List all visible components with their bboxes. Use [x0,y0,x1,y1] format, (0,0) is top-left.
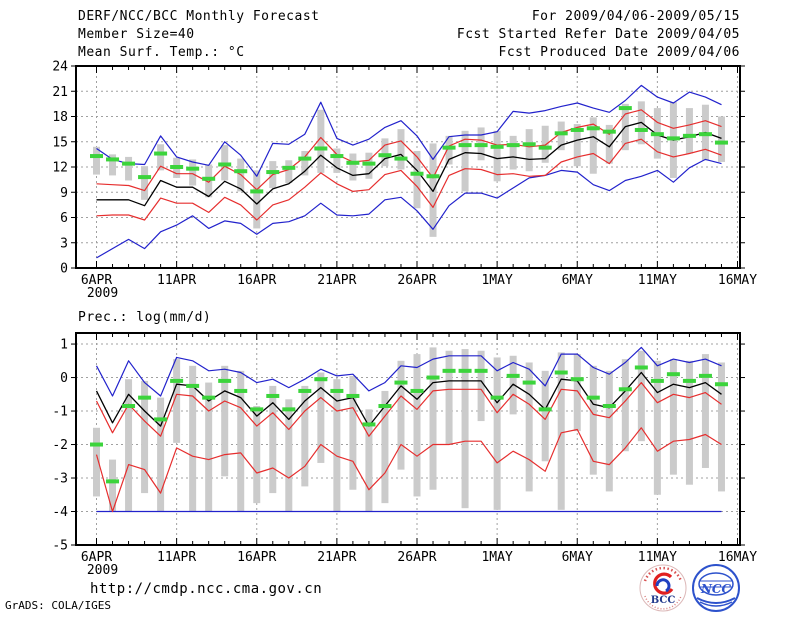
svg-text:16MAY: 16MAY [718,550,757,565]
svg-text:6MAY: 6MAY [562,550,593,565]
svg-text:-2: -2 [52,438,68,453]
y-axis-labels: 1 0 -1 -2 -3 -4 -5 [52,338,68,554]
precipitation-chart: 1 0 -1 -2 -3 -4 -5 6APR 11APR 16APR 21APR 26APR 1MAY… [52,332,757,578]
bcc-logo-label: BCC [651,595,676,606]
grads-credit: GrADS: COLA/IGES [5,599,111,612]
lower-quartile-line [96,138,722,221]
svg-text:-5: -5 [52,539,68,554]
fcst-produced-date-label: Fcst Produced Date 2009/04/06 [498,45,740,60]
observation-dashes [90,365,728,484]
member-size-label: Member Size=40 [78,27,195,42]
svg-text:6APR: 6APR [81,550,112,565]
svg-text:16APR: 16APR [237,273,276,288]
svg-text:-1: -1 [52,405,68,420]
svg-text:3: 3 [60,236,68,251]
page-title: DERF/NCC/BCC Monthly Forecast [78,9,320,24]
plot-border [75,332,741,546]
bcc-logo-blue-swirl [655,578,671,593]
ensemble-max-line [96,84,722,177]
observation-dashes [90,106,728,194]
axis-ticks [71,65,745,269]
svg-text:21APR: 21APR [317,550,356,565]
footer-logos: BCC NCC [639,564,740,612]
svg-text:21APR: 21APR [317,273,356,288]
upper-quartile-line [96,109,722,192]
ncc-logo-laurel [696,597,736,604]
svg-text:11APR: 11APR [157,273,196,288]
x-axis-year-label: 2009 [87,563,118,578]
member-spread-bars [93,347,725,512]
svg-text:11APR: 11APR [157,550,196,565]
svg-text:1MAY: 1MAY [481,273,512,288]
svg-text:0: 0 [60,262,68,277]
ensemble-min-line [96,158,722,259]
axis-ticks [71,334,745,546]
ensemble-max-line [95,346,722,397]
svg-text:21: 21 [52,85,68,100]
bcc-logo-top-text-arc [643,566,683,582]
svg-text:11MAY: 11MAY [638,273,677,288]
svg-text:24: 24 [52,60,68,75]
x-axis-labels: 6APR 11APR 16APR 21APR 26APR 1MAY 6MAY 11MAY 16M… [81,273,757,301]
bcc-logo-ring [639,564,687,612]
svg-text:1: 1 [60,338,68,353]
x-axis-year-label: 2009 [87,286,118,301]
ncc-logo-laurel2 [699,601,733,607]
svg-text:6APR: 6APR [81,273,112,288]
svg-text:6MAY: 6MAY [562,273,593,288]
website-url: http://cmdp.ncc.cma.gov.cn [90,581,323,597]
bcc-logo: BCC [639,564,687,612]
temperature-chart: 0 3 6 9 12 15 18 21 24 6APR 11APR 16APR 21APR 26APR 1M… [52,60,757,301]
svg-text:16APR: 16APR [237,550,276,565]
lower-quartile-line [95,427,722,513]
svg-text:16MAY: 16MAY [718,273,757,288]
ncc-logo-label: NCC [700,582,732,596]
x-axis-labels: 6APR 11APR 16APR 21APR 26APR 1MAY 6MAY 11MAY 16M… [81,550,757,578]
fcst-refer-date-label: Fcst Started Refer Date 2009/04/05 [456,27,740,42]
y-axis-labels: 0 3 6 9 12 15 18 21 24 [52,60,68,277]
svg-text:-3: -3 [52,472,68,487]
svg-text:26APR: 26APR [397,550,436,565]
temp-chart-title: Mean Surf. Temp.: °C [78,45,245,60]
svg-text:6: 6 [60,211,68,226]
svg-text:26APR: 26APR [397,273,436,288]
ensemble-mean-line [95,371,722,427]
ensemble-mean-line [96,121,722,207]
ncc-logo: NCC [692,564,740,612]
svg-text:-4: -4 [52,505,68,520]
precip-chart-title: Prec.: log(mm/d) [78,310,212,325]
svg-text:0: 0 [60,371,68,386]
svg-text:1MAY: 1MAY [481,550,512,565]
svg-text:11MAY: 11MAY [638,550,677,565]
bcc-logo-red-swirl [653,572,674,595]
svg-text:12: 12 [52,161,68,176]
ncc-logo-globe [698,572,734,596]
svg-text:9: 9 [60,186,68,201]
svg-text:18: 18 [52,110,68,125]
forecast-range-label: For 2009/04/06-2009/05/15 [531,9,740,24]
upper-quartile-line [95,381,722,437]
svg-text:15: 15 [52,135,68,150]
